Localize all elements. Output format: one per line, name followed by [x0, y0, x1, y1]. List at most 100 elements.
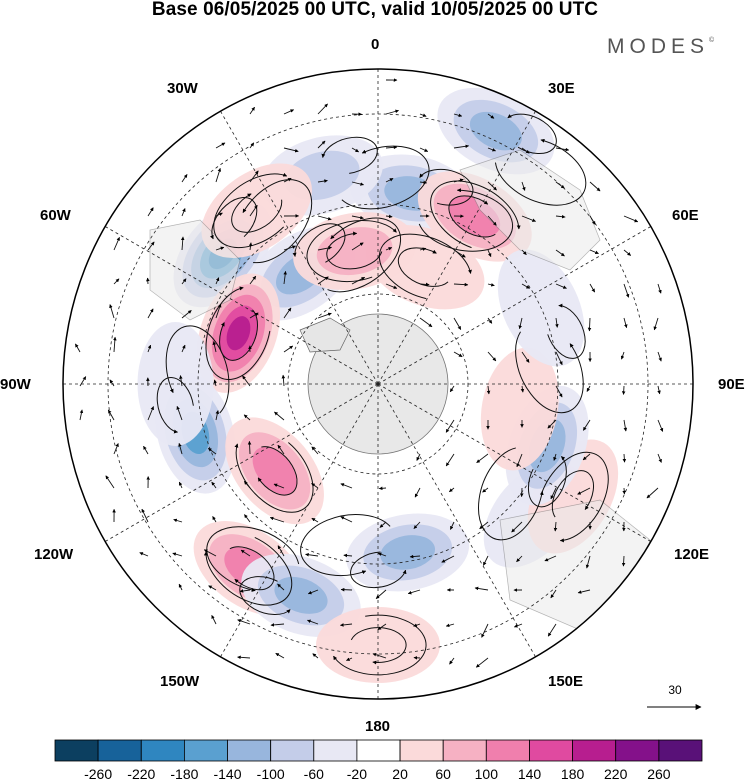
- meridian: [377, 226, 651, 385]
- wind-vector: [621, 555, 626, 567]
- wind-vector: [147, 241, 155, 251]
- colorbar-swatch: [529, 739, 573, 762]
- wind-vector: [215, 212, 223, 217]
- wind-vector: [208, 585, 217, 591]
- wind-vector: [449, 487, 455, 493]
- colorbar-swatch: [399, 739, 444, 762]
- anomaly-contour: [226, 316, 251, 351]
- wind-vector: [453, 249, 466, 258]
- reference-vector-value: 30: [668, 683, 682, 697]
- colorbar-swatch: [270, 739, 315, 762]
- wind-vector: [623, 283, 630, 298]
- wind-vector: [553, 521, 558, 532]
- colorbar-swatch: [97, 739, 142, 762]
- wind-vector: [181, 174, 188, 183]
- wind-vector: [419, 180, 428, 185]
- wind-vector: [269, 516, 285, 523]
- wind-vectors: [75, 78, 664, 668]
- colorbar-swatch: [54, 739, 99, 762]
- streamline: [551, 470, 595, 518]
- colorbar-label: 100: [474, 766, 498, 782]
- wind-vector: [555, 181, 565, 189]
- lon-label-180: 180: [365, 718, 391, 735]
- wind-vector: [521, 351, 530, 363]
- streamline: [448, 195, 496, 238]
- colorbar-swatch: [442, 739, 487, 762]
- wind-vector: [544, 555, 557, 562]
- wind-vector: [172, 552, 183, 557]
- wind-vector: [582, 453, 591, 461]
- wind-vector: [487, 249, 492, 258]
- meridian: [377, 110, 536, 385]
- anomaly-contour: [137, 322, 214, 446]
- wind-vector: [622, 453, 627, 463]
- streamline: [350, 551, 407, 589]
- anomaly-contour: [252, 447, 297, 495]
- wind-vector: [555, 147, 570, 152]
- wind-vector: [520, 385, 525, 393]
- streamline: [229, 546, 275, 591]
- colorbar-label: -260: [84, 766, 113, 782]
- wind-vector: [351, 242, 364, 251]
- wind-vector: [553, 453, 557, 461]
- wind-vector: [317, 103, 328, 115]
- wind-vector: [476, 453, 489, 464]
- wind-vector: [449, 657, 455, 665]
- streamline: [242, 179, 313, 264]
- wind-vector: [511, 521, 523, 533]
- wind-vector: [475, 657, 489, 668]
- lon-label-150e: 150E: [548, 673, 584, 690]
- wind-vector: [317, 215, 332, 221]
- wind-vector: [311, 446, 319, 455]
- wind-vector: [113, 336, 117, 353]
- wind-vector: [277, 583, 285, 591]
- wind-vector: [453, 317, 462, 330]
- wind-vector: [248, 242, 253, 251]
- wind-vector: [555, 214, 566, 219]
- wind-vector: [317, 312, 332, 319]
- lon-label-30w: 30W: [167, 80, 198, 97]
- wind-vector: [407, 589, 421, 595]
- wind-vector: [481, 623, 489, 638]
- wind-vector: [281, 374, 286, 387]
- colorbar-label: 20: [392, 766, 408, 782]
- lon-label-150w: 150W: [160, 673, 200, 690]
- colorbar-label: 140: [517, 766, 542, 782]
- anomaly-contour: [480, 347, 559, 471]
- wind-vector: [105, 475, 115, 489]
- streamlines: [156, 113, 609, 676]
- graticule: [63, 69, 693, 699]
- streamline: [257, 446, 298, 496]
- streamline: [326, 231, 383, 270]
- wind-vector: [657, 385, 661, 395]
- wind-vector: [657, 351, 662, 362]
- wind-vector: [311, 517, 319, 523]
- wind-vector: [521, 215, 536, 222]
- streamline: [213, 172, 288, 248]
- wind-vector: [547, 623, 557, 637]
- streamline: [507, 113, 557, 155]
- streamline: [209, 197, 258, 240]
- wind-vector: [143, 445, 149, 455]
- wind-vector: [623, 249, 631, 256]
- south-america: [149, 219, 241, 321]
- wind-vector: [173, 518, 183, 523]
- wind-vector: [487, 283, 495, 287]
- streamline: [478, 447, 544, 541]
- wind-vector: [385, 214, 393, 219]
- wind-vector: [283, 245, 296, 251]
- wind-vector: [487, 351, 497, 362]
- wind-vector: [445, 419, 455, 433]
- wind-vector: [283, 270, 287, 285]
- wind-vector: [555, 385, 563, 398]
- lon-label-120e: 120E: [674, 546, 710, 563]
- streamline: [527, 456, 567, 508]
- wind-vector: [247, 440, 252, 455]
- wind-vector: [215, 303, 222, 319]
- wind-vector: [283, 147, 299, 153]
- wind-vector: [587, 317, 592, 332]
- streamline: [430, 180, 521, 249]
- wind-vector: [419, 317, 433, 328]
- streamline: [300, 514, 391, 576]
